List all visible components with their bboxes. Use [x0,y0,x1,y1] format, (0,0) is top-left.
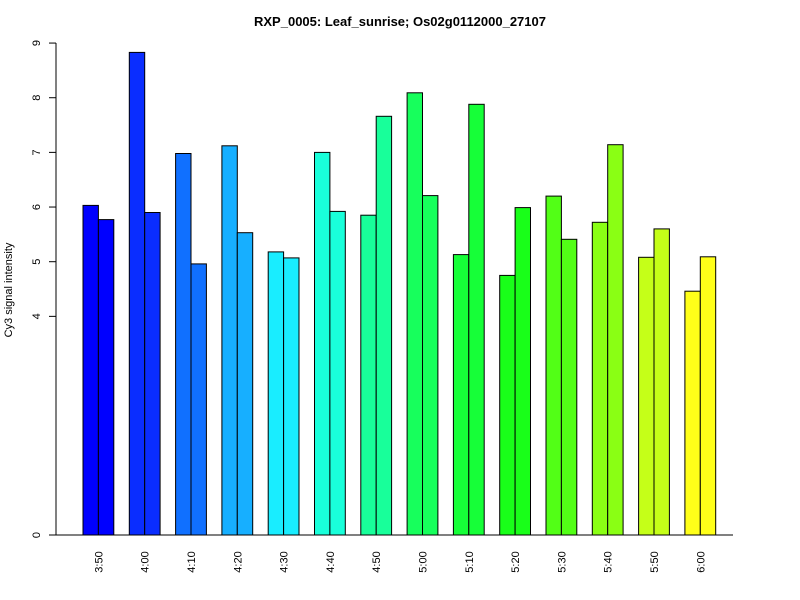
bar [452,254,470,536]
x-tick-label: 5:00 [418,551,430,572]
bar [314,151,331,536]
y-tick-label: 7 [31,149,43,155]
x-tick-label: 4:10 [186,551,198,572]
y-tick-label: 5 [31,259,43,265]
chart-title: RXP_0005: Leaf_sunrise; Os02g0112000_271… [254,14,546,29]
bars-group [82,51,717,536]
x-tick-label: 5:20 [510,551,522,572]
y-tick-label: 0 [31,532,43,538]
bar [699,256,717,536]
y-tick-label: 6 [31,204,43,210]
y-tick-label: 4 [31,313,43,319]
bar [267,251,285,536]
bar [190,263,207,536]
bar [82,204,99,536]
bar [514,207,531,536]
bar [360,214,377,536]
y-axis: 0 4 5 6 7 8 9 [31,40,57,538]
y-tick-label: 9 [31,40,43,46]
bar [406,92,424,536]
bar [329,210,346,536]
bar [175,153,192,536]
y-axis-label: Cy3 signal intensity [3,242,15,337]
bar [638,256,655,536]
x-tick-label: 5:30 [556,551,568,572]
bar [468,103,485,536]
bar [283,257,300,536]
x-tick-label: 4:40 [325,551,337,572]
bar [607,144,624,536]
x-tick-label: 6:00 [695,551,707,572]
x-tick-label: 5:10 [464,551,476,572]
bar [221,145,238,536]
bar [375,115,393,536]
x-tick-label: 5:50 [649,551,661,572]
x-tick-label: 4:00 [140,551,152,572]
bar [97,219,115,536]
bar [236,232,254,536]
bar [684,290,701,536]
bar [545,195,562,536]
bar [128,51,146,536]
x-tick-label: 3:50 [93,551,105,572]
bar [144,212,161,536]
bar [560,238,578,536]
bar [499,274,516,536]
x-tick-label: 4:20 [232,551,244,572]
x-tick-label: 4:50 [371,551,383,572]
bar [653,228,670,536]
x-axis: 3:50 4:00 4:10 4:20 4:30 4:40 4:50 5:00 5:10 5:20… [56,534,733,573]
x-tick-label: 4:30 [279,551,291,572]
x-tick-label: 5:40 [603,551,615,572]
bar [422,195,439,536]
bar [591,221,609,536]
y-tick-label: 8 [31,95,43,101]
